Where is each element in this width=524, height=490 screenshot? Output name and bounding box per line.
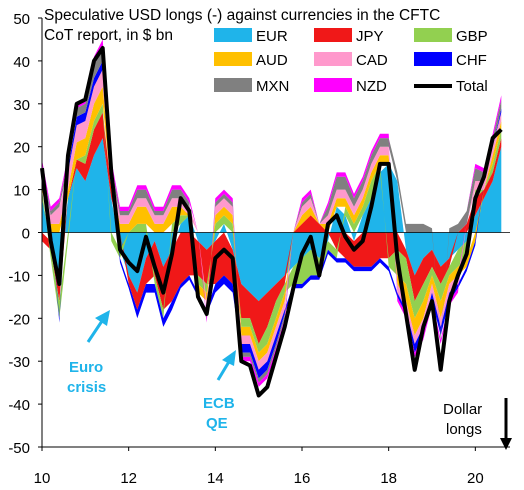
y-tick-label: -50 — [8, 440, 30, 457]
legend-label-nzd: NZD — [356, 78, 387, 95]
legend-label-gbp: GBP — [456, 28, 488, 45]
stacked-areas — [42, 39, 502, 387]
y-tick-label: -40 — [8, 397, 30, 414]
area-gbp — [42, 103, 502, 353]
y-tick-label: 10 — [13, 183, 30, 200]
y-tick-label: 0 — [22, 226, 30, 243]
dollar-longs-arrowhead — [500, 438, 512, 450]
y-tick-label: 30 — [13, 97, 30, 114]
area-jpy — [42, 112, 502, 345]
annotation-dollar-longs: Dollar longs — [443, 398, 512, 450]
area-aud — [42, 86, 502, 362]
x-tick-label: 12 — [120, 470, 137, 487]
dollar-longs-label-1: Dollar — [443, 401, 482, 418]
ecb-qe-arrow — [216, 359, 232, 381]
y-tick-label: 40 — [13, 54, 30, 71]
legend-swatch-nzd — [314, 78, 352, 92]
chart-title-line-1: Speculative USD longs (-) against curren… — [44, 7, 440, 24]
annotation-euro-crisis: Euro crisis — [67, 310, 110, 396]
ecb-qe-label-2: QE — [206, 415, 228, 432]
euro-crisis-arrowhead — [95, 310, 110, 326]
legend-swatch-eur — [214, 28, 252, 42]
legend-swatch-cad — [314, 52, 352, 66]
legend-label-aud: AUD — [256, 52, 288, 69]
y-tick-label: -20 — [8, 311, 30, 328]
dollar-longs-label-2: longs — [446, 421, 482, 438]
y-tick-label: 20 — [13, 140, 30, 157]
area-chf — [42, 60, 502, 379]
legend-swatch-gbp — [414, 28, 452, 42]
total-line — [40, 46, 503, 398]
legend-swatch-aud — [214, 52, 252, 66]
legend: EUR JPY GBP AUD CAD CHF MXN NZD Total — [214, 28, 488, 95]
legend-swatch-chf — [414, 52, 452, 66]
y-tick-label: -30 — [8, 354, 30, 371]
x-tick-label: 18 — [380, 470, 397, 487]
ecb-qe-label-1: ECB — [203, 395, 235, 412]
annotation-ecb-qe: ECB QE — [203, 350, 236, 432]
legend-label-jpy: JPY — [356, 28, 384, 45]
legend-label-eur: EUR — [256, 28, 288, 45]
y-tick-label: -10 — [8, 268, 30, 285]
ecb-qe-arrowhead — [222, 350, 236, 366]
x-tick-labels: 10 12 14 16 18 20 — [34, 447, 484, 487]
area-eur — [42, 138, 502, 302]
legend-label-total: Total — [456, 78, 488, 95]
legend-swatch-jpy — [314, 28, 352, 42]
x-tick-label: 14 — [207, 470, 224, 487]
legend-label-mxn: MXN — [256, 78, 289, 95]
x-tick-label: 16 — [294, 470, 311, 487]
y-tick-labels: 50 40 30 20 10 0 -10 -20 -30 -40 -50 — [8, 11, 42, 457]
x-tick-label: 10 — [34, 470, 51, 487]
legend-label-chf: CHF — [456, 52, 487, 69]
y-tick-label: 50 — [13, 11, 30, 28]
euro-crisis-label-1: Euro — [69, 359, 103, 376]
euro-crisis-label-2: crisis — [67, 379, 106, 396]
legend-swatch-mxn — [214, 78, 252, 92]
chart-title-line-2: CoT report, in $ bn — [44, 27, 173, 44]
total-line-group — [40, 46, 503, 398]
legend-label-cad: CAD — [356, 52, 388, 69]
x-tick-label: 20 — [467, 470, 484, 487]
